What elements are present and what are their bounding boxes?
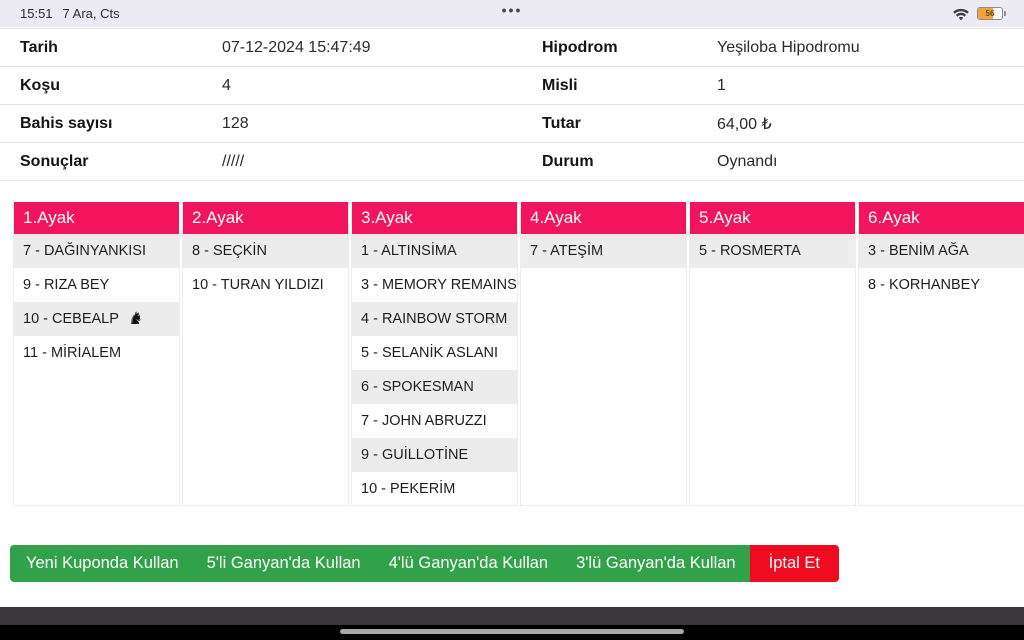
leg-header-2: 2.Ayak	[183, 202, 348, 234]
horse-item: 5 - SELANİK ASLANI	[361, 345, 499, 361]
info-label-durum: Durum	[542, 152, 594, 170]
system-navigation-bar	[0, 625, 1024, 640]
use-in-4lu-ganyan-button[interactable]: 4'lü Ganyan'da Kullan	[374, 545, 563, 582]
window-drag-handle-icon[interactable]: •••	[501, 2, 523, 18]
leg-header-5: 5.Ayak	[690, 202, 855, 234]
leg-column-6: 6.Ayak 3 - BENİM AĞA 8 - KORHANBEY	[858, 202, 1024, 506]
leg-column-5: 5.Ayak 5 - ROSMERTA	[689, 202, 856, 506]
horse-item: 10 - CEBEALP ♞	[14, 302, 179, 336]
horse-item: 4 - RAINBOW STORM	[352, 302, 517, 336]
horse-item: 9 - GUİLLOTİNE	[352, 438, 517, 472]
leg-header-4: 4.Ayak	[521, 202, 686, 234]
home-indicator[interactable]	[340, 629, 684, 634]
clock: 15:51	[20, 6, 53, 21]
horse-item: 7 - JOHN ABRUZZI	[361, 413, 487, 429]
date: 7 Ara, Cts	[62, 6, 120, 21]
info-label-kosu: Koşu	[20, 76, 60, 94]
battery-icon: 56	[977, 7, 1003, 20]
info-row-date: Tarih 07-12-2024 15:47:49 Hipodrom Yeşil…	[0, 29, 1024, 67]
info-value-hipodrom: Yeşiloba Hipodromu	[717, 38, 860, 56]
leg-column-4: 4.Ayak 7 - ATEŞİM	[520, 202, 687, 506]
horse-head-icon: ♞	[127, 309, 143, 329]
info-label-sonuclar: Sonuçlar	[20, 152, 89, 170]
horse-item: 9 - RIZA BEY	[23, 277, 110, 293]
use-in-5li-ganyan-button[interactable]: 5'li Ganyan'da Kullan	[192, 545, 375, 582]
info-row-results: Sonuçlar ///// Durum Oynandı	[0, 143, 1024, 181]
info-value-kosu: 4	[222, 76, 231, 94]
info-value-durum: Oynandı	[717, 152, 778, 170]
battery-percent: 56	[985, 9, 995, 18]
horse-item: 3 - BENİM AĞA	[859, 234, 1024, 268]
horse-item: 10 - TURAN YILDIZI	[192, 277, 324, 293]
info-row-race: Koşu 4 Misli 1	[0, 67, 1024, 105]
info-value-tutar: 64,00 ₺	[717, 115, 772, 133]
horse-item-label: 10 - CEBEALP	[23, 311, 119, 327]
info-label-misli: Misli	[542, 76, 578, 94]
info-value-misli: 1	[717, 76, 726, 94]
leg-column-1: 1.Ayak 7 - DAĞINYANKISI 9 - RIZA BEY 10 …	[13, 202, 180, 506]
info-value-sonuclar: /////	[222, 152, 245, 170]
wifi-icon	[952, 7, 970, 21]
leg-column-3: 3.Ayak 1 - ALTINSİMA 3 - MEMORY REMAINS …	[351, 202, 518, 506]
horse-item: 1 - ALTINSİMA	[352, 234, 517, 268]
info-label-bahis: Bahis sayısı	[20, 114, 113, 132]
coupon-info-table: Tarih 07-12-2024 15:47:49 Hipodrom Yeşil…	[0, 28, 1024, 181]
app-bottom-strip	[0, 607, 1024, 625]
leg-header-1: 1.Ayak	[14, 202, 179, 234]
leg-column-2: 2.Ayak 8 - SEÇKİN 10 - TURAN YILDIZI	[182, 202, 349, 506]
horse-item: 11 - MİRİALEM	[23, 345, 122, 361]
horse-item: 5 - ROSMERTA	[690, 234, 855, 268]
use-in-3lu-ganyan-button[interactable]: 3'lü Ganyan'da Kullan	[562, 545, 750, 582]
info-value-bahis: 128	[222, 114, 249, 132]
use-in-new-coupon-button[interactable]: Yeni Kuponda Kullan	[10, 545, 193, 582]
battery-nub	[1004, 11, 1006, 16]
action-bar: Yeni Kuponda Kullan 5'li Ganyan'da Kulla…	[10, 545, 839, 582]
horse-item: 8 - KORHANBEY	[868, 277, 980, 293]
battery-fill	[978, 8, 993, 19]
info-label-hipodrom: Hipodrom	[542, 38, 618, 56]
leg-header-6: 6.Ayak	[859, 202, 1024, 234]
legs-table: 1.Ayak 7 - DAĞINYANKISI 9 - RIZA BEY 10 …	[13, 202, 1024, 506]
horse-item: 7 - ATEŞİM	[521, 234, 686, 268]
info-label-tarih: Tarih	[20, 38, 58, 56]
info-value-tarih: 07-12-2024 15:47:49	[222, 38, 371, 56]
horse-item: 7 - DAĞINYANKISI	[14, 234, 179, 268]
horse-item: 10 - PEKERİM	[361, 481, 456, 497]
info-row-bets: Bahis sayısı 128 Tutar 64,00 ₺	[0, 105, 1024, 143]
info-label-tutar: Tutar	[542, 114, 581, 132]
status-bar: 15:51 7 Ara, Cts ••• 56	[0, 0, 1024, 27]
leg-header-3: 3.Ayak	[352, 202, 517, 234]
horse-item: 8 - SEÇKİN	[183, 234, 348, 268]
horse-item: 3 - MEMORY REMAINS	[361, 277, 517, 293]
horse-item: 6 - SPOKESMAN	[352, 370, 517, 404]
cancel-button[interactable]: İptal Et	[749, 545, 839, 582]
